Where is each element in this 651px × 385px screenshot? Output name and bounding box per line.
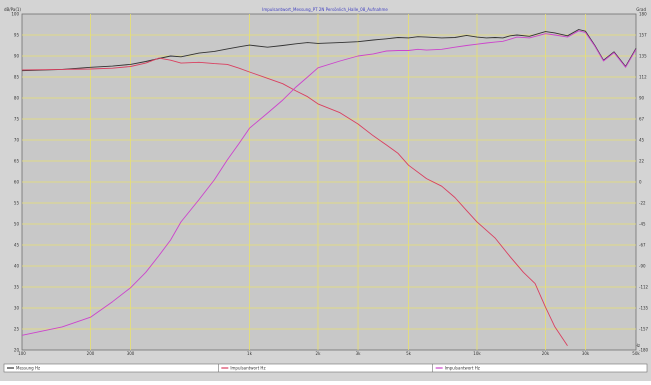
legend-box xyxy=(3,363,648,373)
y2-tick-label: 112 xyxy=(639,75,647,80)
y2-tick-label: 45 xyxy=(639,138,645,143)
series-layer xyxy=(21,29,637,347)
series-line-1 xyxy=(21,29,637,72)
y-tick-label: 65 xyxy=(14,159,20,164)
y2-tick-label: -112 xyxy=(639,285,649,290)
y-tick-label: 40 xyxy=(14,264,20,269)
y-tick-label: 35 xyxy=(14,285,20,290)
x-tick-label: 20k xyxy=(542,351,550,356)
y2-tick-label: 90 xyxy=(639,96,645,101)
series-line-2 xyxy=(21,57,568,347)
y2-tick-label: 0 xyxy=(639,180,642,185)
y-tick-label: 75 xyxy=(14,117,20,122)
y-tick-label: 20 xyxy=(14,348,20,353)
y-tick-label: 50 xyxy=(14,222,20,227)
y2-tick-label: 180 xyxy=(639,12,647,17)
y-tick-label: 60 xyxy=(14,180,20,185)
y-tick-label: 80 xyxy=(14,96,20,101)
x-tick-label: 300 xyxy=(127,351,135,356)
series-line-3 xyxy=(21,30,637,336)
x-tick-label: 3k xyxy=(356,351,362,356)
legend-label: Impulsantwort Hz xyxy=(230,366,265,371)
y2-tick-label: -180 xyxy=(639,348,649,353)
left-axis-unit-label: dB/Pa(1) xyxy=(4,7,21,12)
y-tick-label: 30 xyxy=(14,306,20,311)
y2-tick-label: -90 xyxy=(639,264,646,269)
x-tick-label: 10k xyxy=(473,351,481,356)
x-tick-label: 30k xyxy=(582,351,590,356)
x-tick-label: 2k xyxy=(316,351,322,356)
y-tick-label: 45 xyxy=(14,243,20,248)
y2-tick-label: -135 xyxy=(639,306,649,311)
y-tick-label: 85 xyxy=(14,75,20,80)
x-tick-label: 100 xyxy=(18,351,26,356)
legend-label: Impulsantwort Hz xyxy=(445,366,480,371)
legend-label: Messung Hz xyxy=(16,366,40,371)
x-tick-label: 200 xyxy=(87,351,95,356)
y2-tick-label: 67 xyxy=(639,117,645,122)
y2-tick-label: -45 xyxy=(639,222,646,227)
x-tick-label: 1k xyxy=(247,351,253,356)
y-tick-label: 25 xyxy=(14,327,20,332)
right-axis-unit-label: Grad xyxy=(636,7,646,12)
y2-tick-label: -67 xyxy=(639,243,646,248)
y-tick-label: 95 xyxy=(14,33,20,38)
x-tick-label: 50k xyxy=(632,351,640,356)
y-tick-label: 55 xyxy=(14,201,20,206)
chart-title: Impulsantwort_Messung_PT 2N Persönlich_H… xyxy=(262,7,388,12)
y2-tick-label: -157 xyxy=(639,327,649,332)
legend: Messung Hz Impulsantwort Hz Impulsantwort … xyxy=(3,363,648,373)
y-tick-label: 70 xyxy=(14,138,20,143)
y-tick-label: 90 xyxy=(14,54,20,59)
y2-tick-label: 22 xyxy=(639,159,645,164)
y2-tick-label: -22 xyxy=(639,201,646,206)
x-tick-label: 5k xyxy=(406,351,412,356)
y2-tick-label: 157 xyxy=(639,33,647,38)
tick-labels-layer: 100 95 90 85 80 75 70 65 60 55 50 45 40 35 30 25 20 180 15… xyxy=(11,12,648,357)
y2-tick-label: 135 xyxy=(639,54,647,59)
y-tick-label: 100 xyxy=(11,12,19,17)
grid-layer xyxy=(22,14,636,350)
